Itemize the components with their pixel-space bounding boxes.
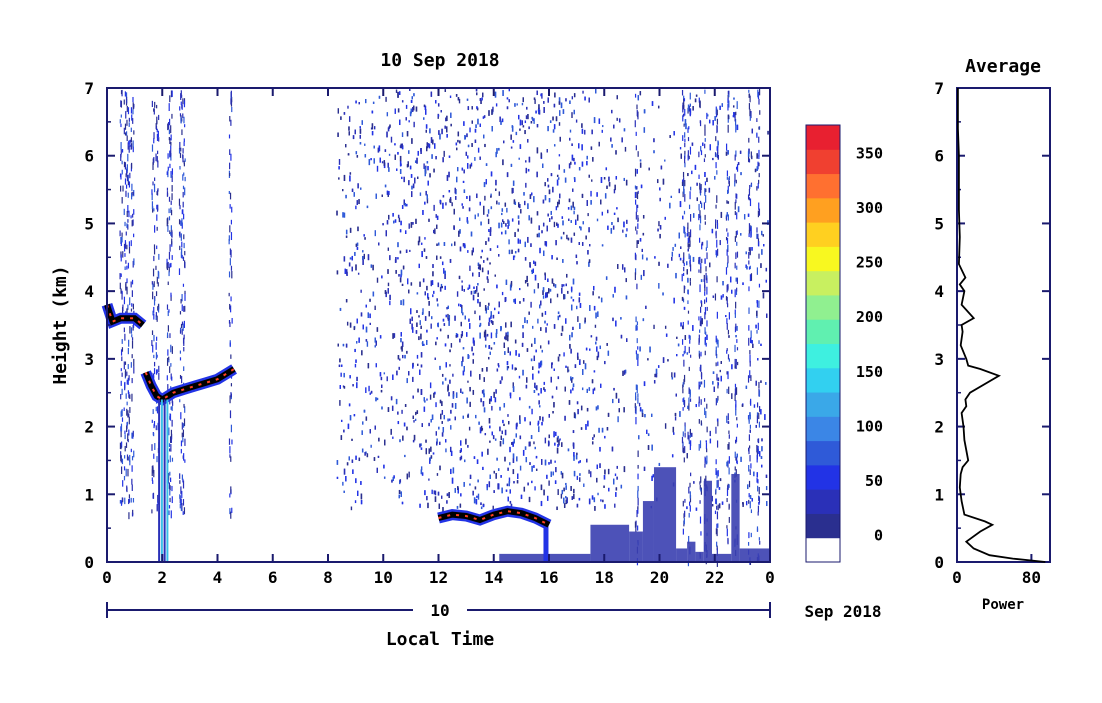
- colorbar-swatch: [806, 149, 840, 175]
- main-x-tick-label: 0: [765, 568, 775, 587]
- colorbar-tick-label: 350: [856, 144, 883, 162]
- main-x-tick-label: 12: [429, 568, 448, 587]
- main-y-tick-label: 7: [84, 79, 94, 98]
- main-x-tick-label: 14: [484, 568, 503, 587]
- average-power-line: [957, 88, 1046, 563]
- colorbar-swatch: [806, 173, 840, 199]
- main-y-tick-label: 6: [84, 147, 94, 166]
- profile-y-tick-label: 0: [934, 553, 944, 572]
- main-x-tick-label: 2: [157, 568, 167, 587]
- main-x-tick-label: 0: [102, 568, 112, 587]
- colorbar-tick-label: 100: [856, 417, 883, 435]
- profile-x-tick-label: 0: [952, 568, 962, 587]
- main-y-tick-label: 0: [84, 553, 94, 572]
- colorbar-swatch: [806, 440, 840, 466]
- profile-y-axis: 0 1 2 3 4 5 6 7: [934, 79, 1050, 572]
- colorbar-swatch: [806, 222, 840, 247]
- profile-y-tick-label: 4: [934, 282, 944, 301]
- colorbar-tick-label: 300: [856, 199, 883, 217]
- main-x-tick-label: 6: [268, 568, 278, 587]
- main-y-tick-label: 3: [84, 350, 94, 369]
- colorbar-tick-label: 250: [856, 254, 883, 272]
- colorbar-swatch: [806, 294, 840, 320]
- main-x-axis: 0 2 4 6 8 10 12 14 16 18 20 22 0: [102, 88, 775, 587]
- main-title: 10 Sep 2018: [380, 50, 499, 71]
- main-x-label: Local Time: [386, 629, 495, 650]
- heatmap-image: [101, 88, 770, 567]
- main-x-tick-label: 22: [705, 568, 724, 587]
- profile-y-tick-label: 6: [934, 147, 944, 166]
- colorbar-ticks: 0 50 100 150 200 250 300 350: [856, 144, 883, 544]
- profile-x-tick-label: 80: [1022, 568, 1041, 587]
- profile-y-tick-label: 1: [934, 485, 944, 504]
- date-bar-day: 10: [430, 601, 449, 620]
- profile-y-tick-label: 3: [934, 350, 944, 369]
- main-y-tick-label: 4: [84, 282, 94, 301]
- main-y-tick-label: 1: [84, 485, 94, 504]
- colorbar-swatch: [806, 416, 840, 442]
- colorbar-tick-label: 150: [856, 363, 883, 381]
- colorbar-swatch: [806, 464, 840, 490]
- colorbar-swatch: [806, 343, 840, 369]
- main-y-axis: 0 1 2 3 4 5 6 7: [84, 79, 770, 572]
- colorbar-swatch: [806, 197, 840, 223]
- main-y-tick-label: 5: [84, 214, 94, 233]
- colorbar-swatch: [806, 367, 840, 393]
- colorbar: [805, 124, 841, 563]
- date-bar: 10 Sep 2018: [106, 601, 882, 621]
- colorbar-swatch: [806, 319, 840, 344]
- main-x-tick-label: 4: [213, 568, 223, 587]
- main-x-tick-label: 8: [323, 568, 333, 587]
- date-bar-month: Sep 2018: [804, 602, 881, 621]
- main-x-tick-label: 20: [650, 568, 669, 587]
- profile-title: Average: [965, 56, 1041, 77]
- colorbar-swatch: [806, 537, 840, 563]
- main-x-tick-label: 18: [595, 568, 614, 587]
- colorbar-tick-label: 0: [874, 527, 883, 545]
- colorbar-swatch: [806, 489, 840, 514]
- main-y-label: Height (km): [50, 265, 71, 384]
- colorbar-swatch: [806, 125, 840, 150]
- main-x-tick-label: 16: [539, 568, 558, 587]
- profile-y-tick-label: 2: [934, 418, 944, 437]
- colorbar-tick-label: 50: [865, 472, 883, 490]
- main-y-tick-label: 2: [84, 418, 94, 437]
- colorbar-swatch: [806, 270, 840, 296]
- main-x-tick-label: 10: [374, 568, 393, 587]
- colorbar-swatch: [806, 392, 840, 417]
- colorbar-tick-label: 200: [856, 308, 883, 326]
- colorbar-swatch: [806, 246, 840, 272]
- profile-x-label: Power: [982, 597, 1024, 613]
- profile-y-tick-label: 7: [934, 79, 944, 98]
- colorbar-swatch: [806, 513, 840, 539]
- profile-y-tick-label: 5: [934, 214, 944, 233]
